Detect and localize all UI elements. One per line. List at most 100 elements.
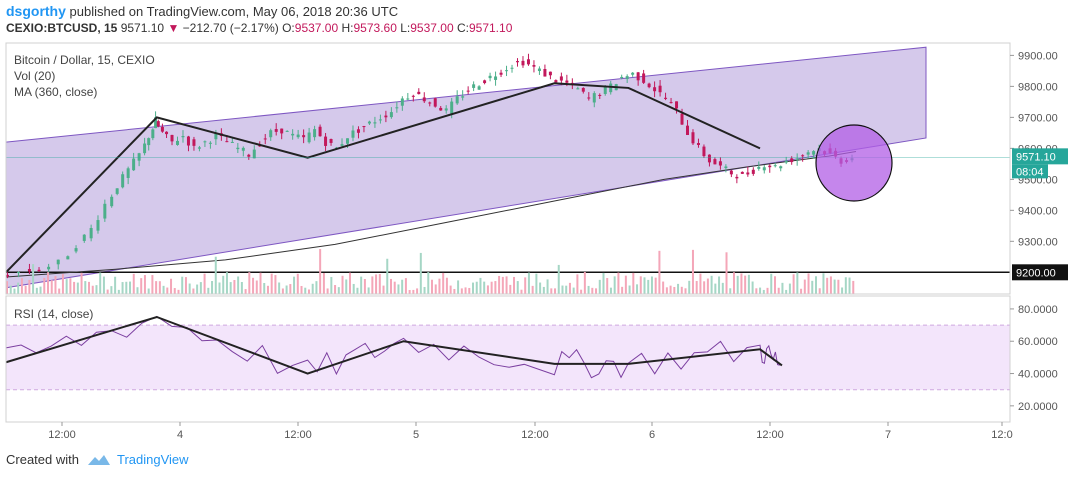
volume-bar	[695, 280, 698, 294]
volume-bar	[378, 274, 381, 294]
volume-bar	[222, 275, 225, 294]
candle	[559, 76, 563, 81]
candle	[56, 259, 60, 265]
volume-bar	[348, 272, 351, 294]
candle	[302, 135, 306, 138]
volume-bar	[535, 273, 538, 294]
volume-bar	[654, 277, 657, 294]
candle	[620, 76, 624, 79]
volume-bar	[781, 282, 784, 294]
candle	[477, 86, 481, 90]
x-tick-label: 7	[885, 429, 891, 441]
volume-bar	[404, 278, 407, 294]
hline-label: 9200.00	[1016, 267, 1056, 279]
volume-bar	[788, 283, 791, 294]
volume-bar	[371, 276, 374, 294]
volume-bar	[24, 285, 27, 294]
last-price-label: 9571.10	[1016, 151, 1056, 163]
candle	[532, 65, 536, 67]
volume-bar	[442, 272, 445, 294]
volume-bar	[345, 279, 348, 294]
volume-bar	[259, 272, 262, 294]
low-value: 9537.00	[410, 21, 454, 35]
volume-bar	[39, 286, 42, 294]
volume-bar	[136, 287, 139, 294]
volume-bar	[125, 281, 128, 294]
candle	[154, 117, 158, 129]
rsi-zigzag-line	[5, 315, 783, 375]
volume-bar	[773, 276, 776, 294]
candle	[505, 70, 509, 72]
candle	[356, 129, 360, 133]
candle	[214, 133, 218, 140]
volume-bar	[524, 277, 527, 294]
candle	[252, 149, 256, 159]
candle	[346, 138, 349, 144]
volume-bar	[833, 279, 836, 294]
candle	[740, 171, 744, 174]
candle	[313, 129, 317, 138]
candle	[329, 139, 333, 143]
volume-bar	[17, 282, 20, 294]
author-name[interactable]: dsgorthy	[6, 3, 66, 19]
volume-bar	[595, 288, 598, 294]
volume-bar	[472, 282, 475, 294]
candle	[103, 203, 107, 219]
volume-bar	[132, 273, 135, 294]
volume-bar	[140, 278, 143, 294]
rsi-pane-border	[5, 295, 1011, 423]
rsi-legend: RSI (14, close)	[14, 307, 93, 321]
open-value: 9537.00	[294, 21, 339, 35]
volume-bar	[639, 276, 642, 294]
volume-bar	[173, 288, 176, 294]
tradingview-brand-link[interactable]: TradingView	[116, 452, 189, 467]
candle	[609, 83, 613, 93]
volume-bar	[58, 288, 61, 294]
volume-bar	[725, 252, 728, 294]
candle	[351, 130, 355, 138]
volume-bar	[740, 273, 743, 294]
candle	[779, 166, 783, 169]
x-tick-label: 12:00	[284, 429, 312, 441]
volume-bar	[151, 275, 154, 294]
volume-bar	[680, 286, 683, 294]
volume-bar	[759, 287, 762, 294]
candle	[395, 107, 399, 109]
volume-bar	[293, 276, 296, 294]
y-tick-label: 9900.00	[1018, 50, 1058, 62]
volume-bar	[852, 280, 855, 294]
candle	[147, 138, 151, 146]
volume-bar	[147, 288, 150, 294]
volume-bar	[796, 272, 799, 294]
down-arrow-icon: ▼	[167, 21, 180, 35]
volume-bar	[76, 282, 79, 294]
candle	[587, 97, 591, 99]
price-chart[interactable]: 9900.009800.009700.009600.009500.009400.…	[0, 40, 1076, 446]
volume-bar	[628, 285, 631, 294]
channel-band	[5, 46, 927, 289]
volume-bar	[166, 287, 169, 294]
candle	[768, 165, 772, 168]
volume-bar	[9, 285, 12, 294]
y-tick-label: 9700.00	[1018, 112, 1058, 124]
volume-bar	[587, 285, 590, 294]
volume-bar	[505, 276, 508, 294]
volume-bar	[807, 273, 810, 294]
volume-bar	[218, 282, 221, 294]
publish-header: dsgorthy published on TradingView.com, M…	[6, 3, 398, 19]
volume-bar	[419, 252, 422, 294]
tradingview-logo-icon	[87, 454, 110, 465]
candle	[170, 134, 174, 142]
candle	[151, 129, 155, 139]
volume-bar	[196, 284, 199, 294]
candle	[696, 143, 700, 146]
volume-bar	[822, 273, 825, 294]
volume-bar	[557, 264, 560, 294]
volume-bar	[106, 289, 109, 294]
candle	[510, 67, 514, 69]
volume-bar	[677, 283, 680, 294]
volume-bar	[211, 281, 214, 294]
volume-bar	[110, 286, 113, 294]
publish-info: published on TradingView.com, May 06, 20…	[69, 4, 399, 19]
high-label: H:	[341, 21, 354, 35]
